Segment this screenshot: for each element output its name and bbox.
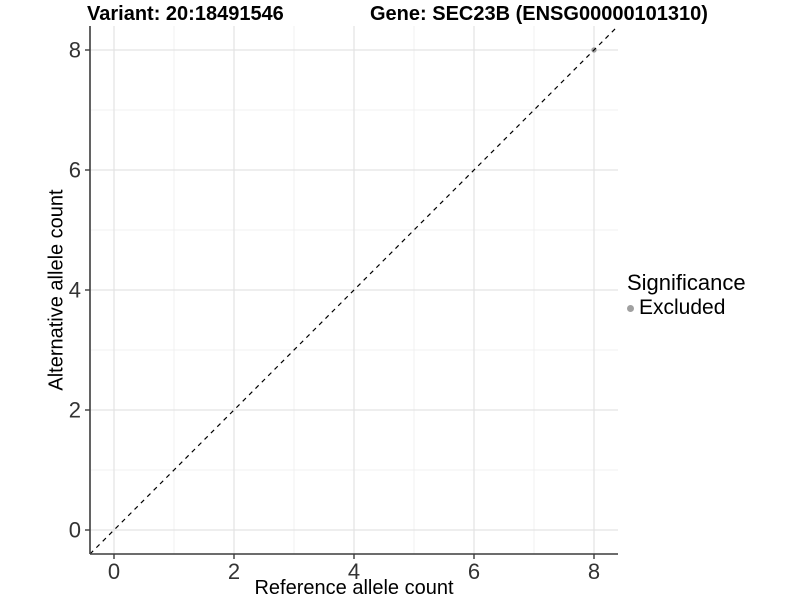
x-tick-label: 4 [348, 559, 360, 584]
legend-title: Significance [627, 270, 746, 295]
plot-title-variant: Variant: 20:18491546 [87, 3, 284, 25]
legend-item-label: Excluded [639, 296, 726, 319]
x-tick-label: 2 [228, 559, 240, 584]
x-tick-label: 6 [468, 559, 480, 584]
x-tick-label: 8 [588, 559, 600, 584]
y-axis-title: Alternative allele count [45, 189, 68, 391]
plot-title-gene: Gene: SEC23B (ENSG00000101310) [370, 3, 708, 25]
legend-item-excluded: Excluded [627, 296, 746, 320]
y-tick-label: 4 [69, 278, 81, 303]
y-tick-label: 2 [69, 398, 81, 423]
legend-point-icon [627, 304, 634, 312]
y-tick-label: 6 [69, 158, 81, 183]
legend: Significance Excluded [627, 271, 746, 320]
x-axis-title: Reference allele count [254, 577, 454, 599]
x-tick-label: 0 [108, 559, 120, 584]
y-tick-label: 8 [69, 38, 81, 63]
identity-dashed-line [89, 25, 619, 555]
y-tick-label: 0 [69, 518, 81, 543]
